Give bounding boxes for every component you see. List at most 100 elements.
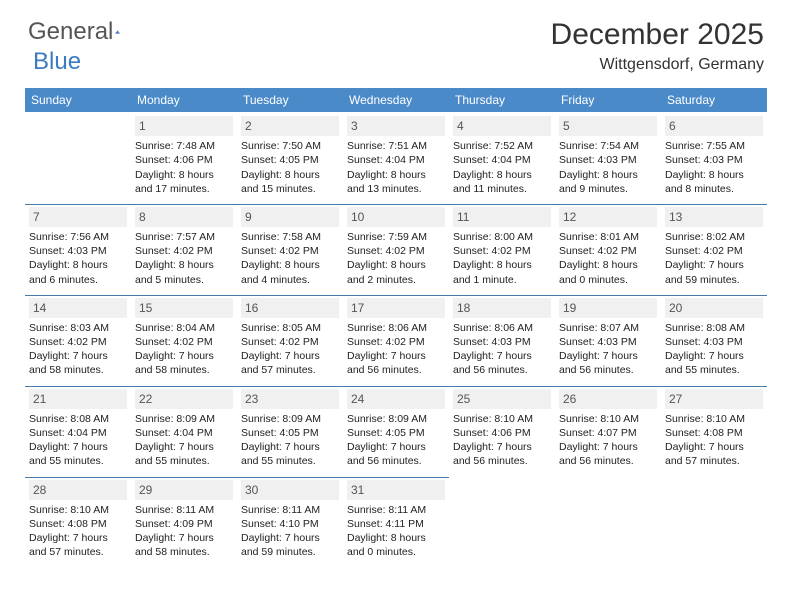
calendar-cell: 17 Sunrise: 8:06 AMSunset: 4:02 PMDayligh… xyxy=(343,295,449,386)
calendar-cell: 20Sunrise: 8:08 AMSunset: 4:03 PMDayligh… xyxy=(661,295,767,386)
day-info: Sunrise: 8:09 AMSunset: 4:05 PMDaylight:… xyxy=(241,412,339,469)
day-info: Sunrise: 7:59 AMSunset: 4:02 PMDaylight:… xyxy=(347,230,445,287)
calendar-cell: 11 Sunrise: 8:00 AMSunset: 4:02 PMDayligh… xyxy=(449,204,555,295)
day-info: Sunrise: 7:54 AMSunset: 4:03 PMDaylight:… xyxy=(559,139,657,196)
day-info: Sunrise: 8:11 AMSunset: 4:10 PMDaylight:… xyxy=(241,503,339,560)
day-number: 28 xyxy=(29,480,127,500)
calendar-week-row: 7Sunrise: 7:56 AMSunset: 4:03 PMDaylight… xyxy=(25,204,767,295)
day-info: Sunrise: 8:04 AMSunset: 4:02 PMDaylight:… xyxy=(135,321,233,378)
calendar-cell: 26Sunrise: 8:10 AMSunset: 4:07 PMDayligh… xyxy=(555,386,661,477)
day-number: 19 xyxy=(559,298,657,318)
day-number: 16 xyxy=(241,298,339,318)
day-info: Sunrise: 8:08 AMSunset: 4:03 PMDaylight:… xyxy=(665,321,763,378)
weekday-header: Wednesday xyxy=(343,88,449,112)
calendar-cell: 7Sunrise: 7:56 AMSunset: 4:03 PMDaylight… xyxy=(25,204,131,295)
calendar-cell: 19 Sunrise: 8:07 AMSunset: 4:03 PMDayligh… xyxy=(555,295,661,386)
logo-text-1: General xyxy=(28,18,113,46)
calendar-cell: 3 Sunrise: 7:51 AMSunset: 4:04 PMDaylight… xyxy=(343,112,449,204)
calendar-cell: 4 Sunrise: 7:52 AMSunset: 4:04 PMDaylight… xyxy=(449,112,555,204)
day-number: 15 xyxy=(135,298,233,318)
calendar-cell: 14Sunrise: 8:03 AMSunset: 4:02 PMDayligh… xyxy=(25,295,131,386)
day-info: Sunrise: 8:08 AMSunset: 4:04 PMDaylight:… xyxy=(29,412,127,469)
day-number: 30 xyxy=(241,480,339,500)
day-number: 29 xyxy=(135,480,233,500)
calendar-cell: 15 Sunrise: 8:04 AMSunset: 4:02 PMDayligh… xyxy=(131,295,237,386)
calendar-week-row: 14Sunrise: 8:03 AMSunset: 4:02 PMDayligh… xyxy=(25,295,767,386)
day-info: Sunrise: 8:07 AMSunset: 4:03 PMDaylight:… xyxy=(559,321,657,378)
day-info: Sunrise: 8:10 AMSunset: 4:06 PMDaylight:… xyxy=(453,412,551,469)
day-number: 31 xyxy=(347,480,445,500)
day-info: Sunrise: 7:58 AMSunset: 4:02 PMDaylight:… xyxy=(241,230,339,287)
day-info: Sunrise: 8:05 AMSunset: 4:02 PMDaylight:… xyxy=(241,321,339,378)
day-info: Sunrise: 8:02 AMSunset: 4:02 PMDaylight:… xyxy=(665,230,763,287)
weekday-header: Monday xyxy=(131,88,237,112)
day-info: Sunrise: 8:10 AMSunset: 4:08 PMDaylight:… xyxy=(665,412,763,469)
weekday-header: Thursday xyxy=(449,88,555,112)
page-title: December 2025 xyxy=(551,18,764,52)
day-number: 11 xyxy=(453,207,551,227)
day-number: 12 xyxy=(559,207,657,227)
day-number: 2 xyxy=(241,116,339,136)
calendar-cell: 18 Sunrise: 8:06 AMSunset: 4:03 PMDayligh… xyxy=(449,295,555,386)
day-info: Sunrise: 7:51 AMSunset: 4:04 PMDaylight:… xyxy=(347,139,445,196)
day-number: 10 xyxy=(347,207,445,227)
calendar-cell: 10 Sunrise: 7:59 AMSunset: 4:02 PMDayligh… xyxy=(343,204,449,295)
calendar-cell: 31Sunrise: 8:11 AMSunset: 4:11 PMDayligh… xyxy=(343,477,449,568)
day-info: Sunrise: 7:55 AMSunset: 4:03 PMDaylight:… xyxy=(665,139,763,196)
day-info: Sunrise: 8:09 AMSunset: 4:05 PMDaylight:… xyxy=(347,412,445,469)
title-block: December 2025 Wittgensdorf, Germany xyxy=(551,18,764,74)
day-info: Sunrise: 8:06 AMSunset: 4:03 PMDaylight:… xyxy=(453,321,551,378)
calendar-cell: 28Sunrise: 8:10 AMSunset: 4:08 PMDayligh… xyxy=(25,477,131,568)
calendar-cell: 2 Sunrise: 7:50 AMSunset: 4:05 PMDaylight… xyxy=(237,112,343,204)
calendar-cell: 30 Sunrise: 8:11 AMSunset: 4:10 PMDayligh… xyxy=(237,477,343,568)
day-info: Sunrise: 8:03 AMSunset: 4:02 PMDaylight:… xyxy=(29,321,127,378)
day-number: 6 xyxy=(665,116,763,136)
calendar-cell: 12 Sunrise: 8:01 AMSunset: 4:02 PMDayligh… xyxy=(555,204,661,295)
day-number: 3 xyxy=(347,116,445,136)
day-number: 4 xyxy=(453,116,551,136)
calendar-table: Sunday Monday Tuesday Wednesday Thursday… xyxy=(25,88,767,567)
location: Wittgensdorf, Germany xyxy=(551,56,764,74)
calendar-cell: 16 Sunrise: 8:05 AMSunset: 4:02 PMDayligh… xyxy=(237,295,343,386)
day-number: 13 xyxy=(665,207,763,227)
logo-text-2: Blue xyxy=(33,48,81,76)
calendar-cell: 21 Sunrise: 8:08 AMSunset: 4:04 PMDayligh… xyxy=(25,386,131,477)
calendar-cell: 29 Sunrise: 8:11 AMSunset: 4:09 PMDayligh… xyxy=(131,477,237,568)
logo: General xyxy=(28,18,141,46)
weekday-header: Sunday xyxy=(25,88,131,112)
header: General December 2025 Wittgensdorf, Germ… xyxy=(0,0,792,78)
day-info: Sunrise: 8:00 AMSunset: 4:02 PMDaylight:… xyxy=(453,230,551,287)
weekday-header-row: Sunday Monday Tuesday Wednesday Thursday… xyxy=(25,88,767,112)
calendar-cell xyxy=(25,112,131,204)
day-info: Sunrise: 8:09 AMSunset: 4:04 PMDaylight:… xyxy=(135,412,233,469)
calendar-cell: 1 Sunrise: 7:48 AMSunset: 4:06 PMDaylight… xyxy=(131,112,237,204)
calendar-cell: 6 Sunrise: 7:55 AMSunset: 4:03 PMDaylight… xyxy=(661,112,767,204)
day-number: 1 xyxy=(135,116,233,136)
day-number: 27 xyxy=(665,389,763,409)
day-number: 17 xyxy=(347,298,445,318)
day-number: 8 xyxy=(135,207,233,227)
calendar-cell: 9 Sunrise: 7:58 AMSunset: 4:02 PMDaylight… xyxy=(237,204,343,295)
calendar-cell: 25 Sunrise: 8:10 AMSunset: 4:06 PMDayligh… xyxy=(449,386,555,477)
day-number: 7 xyxy=(29,207,127,227)
calendar-cell xyxy=(449,477,555,568)
day-info: Sunrise: 7:48 AMSunset: 4:06 PMDaylight:… xyxy=(135,139,233,196)
calendar-cell xyxy=(555,477,661,568)
day-number: 18 xyxy=(453,298,551,318)
day-info: Sunrise: 7:50 AMSunset: 4:05 PMDaylight:… xyxy=(241,139,339,196)
logo-sail-icon xyxy=(115,21,120,43)
day-number: 9 xyxy=(241,207,339,227)
calendar-cell: 13 Sunrise: 8:02 AMSunset: 4:02 PMDayligh… xyxy=(661,204,767,295)
day-number: 22 xyxy=(135,389,233,409)
day-info: Sunrise: 8:11 AMSunset: 4:09 PMDaylight:… xyxy=(135,503,233,560)
day-info: Sunrise: 8:01 AMSunset: 4:02 PMDaylight:… xyxy=(559,230,657,287)
day-info: Sunrise: 7:52 AMSunset: 4:04 PMDaylight:… xyxy=(453,139,551,196)
day-info: Sunrise: 8:06 AMSunset: 4:02 PMDaylight:… xyxy=(347,321,445,378)
calendar-week-row: 1 Sunrise: 7:48 AMSunset: 4:06 PMDaylight… xyxy=(25,112,767,204)
day-number: 21 xyxy=(29,389,127,409)
day-number: 5 xyxy=(559,116,657,136)
calendar-cell: 23 Sunrise: 8:09 AMSunset: 4:05 PMDayligh… xyxy=(237,386,343,477)
day-number: 26 xyxy=(559,389,657,409)
day-number: 23 xyxy=(241,389,339,409)
day-number: 25 xyxy=(453,389,551,409)
